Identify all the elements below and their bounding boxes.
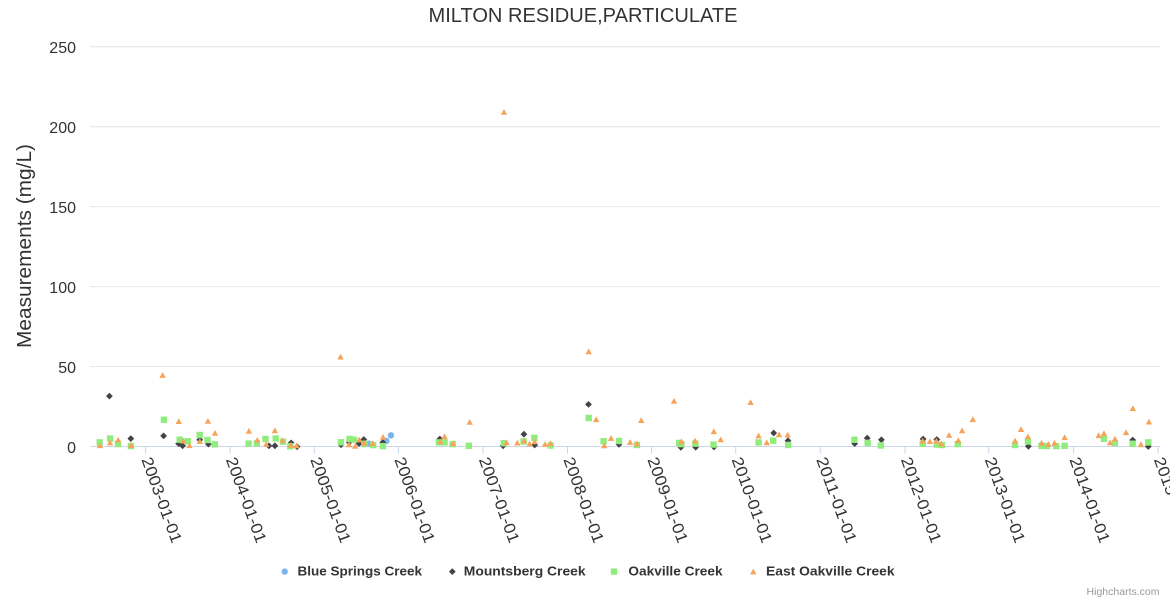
svg-text:Highcharts.com: Highcharts.com — [1087, 586, 1160, 598]
svg-text:Measurements (mg/L): Measurements (mg/L) — [14, 144, 36, 348]
svg-text:East Oakville Creek: East Oakville Creek — [766, 564, 895, 579]
svg-text:150: 150 — [49, 200, 76, 217]
svg-text:50: 50 — [58, 360, 76, 377]
svg-text:Blue Springs Creek: Blue Springs Creek — [298, 564, 423, 579]
svg-text:100: 100 — [49, 280, 76, 297]
svg-text:Mountsberg Creek: Mountsberg Creek — [464, 564, 587, 579]
svg-text:250: 250 — [49, 40, 76, 57]
svg-text:Oakville Creek: Oakville Creek — [628, 564, 723, 579]
svg-text:MILTON RESIDUE,PARTICULATE: MILTON RESIDUE,PARTICULATE — [429, 5, 738, 27]
svg-text:0: 0 — [67, 440, 76, 457]
svg-text:200: 200 — [49, 120, 76, 137]
